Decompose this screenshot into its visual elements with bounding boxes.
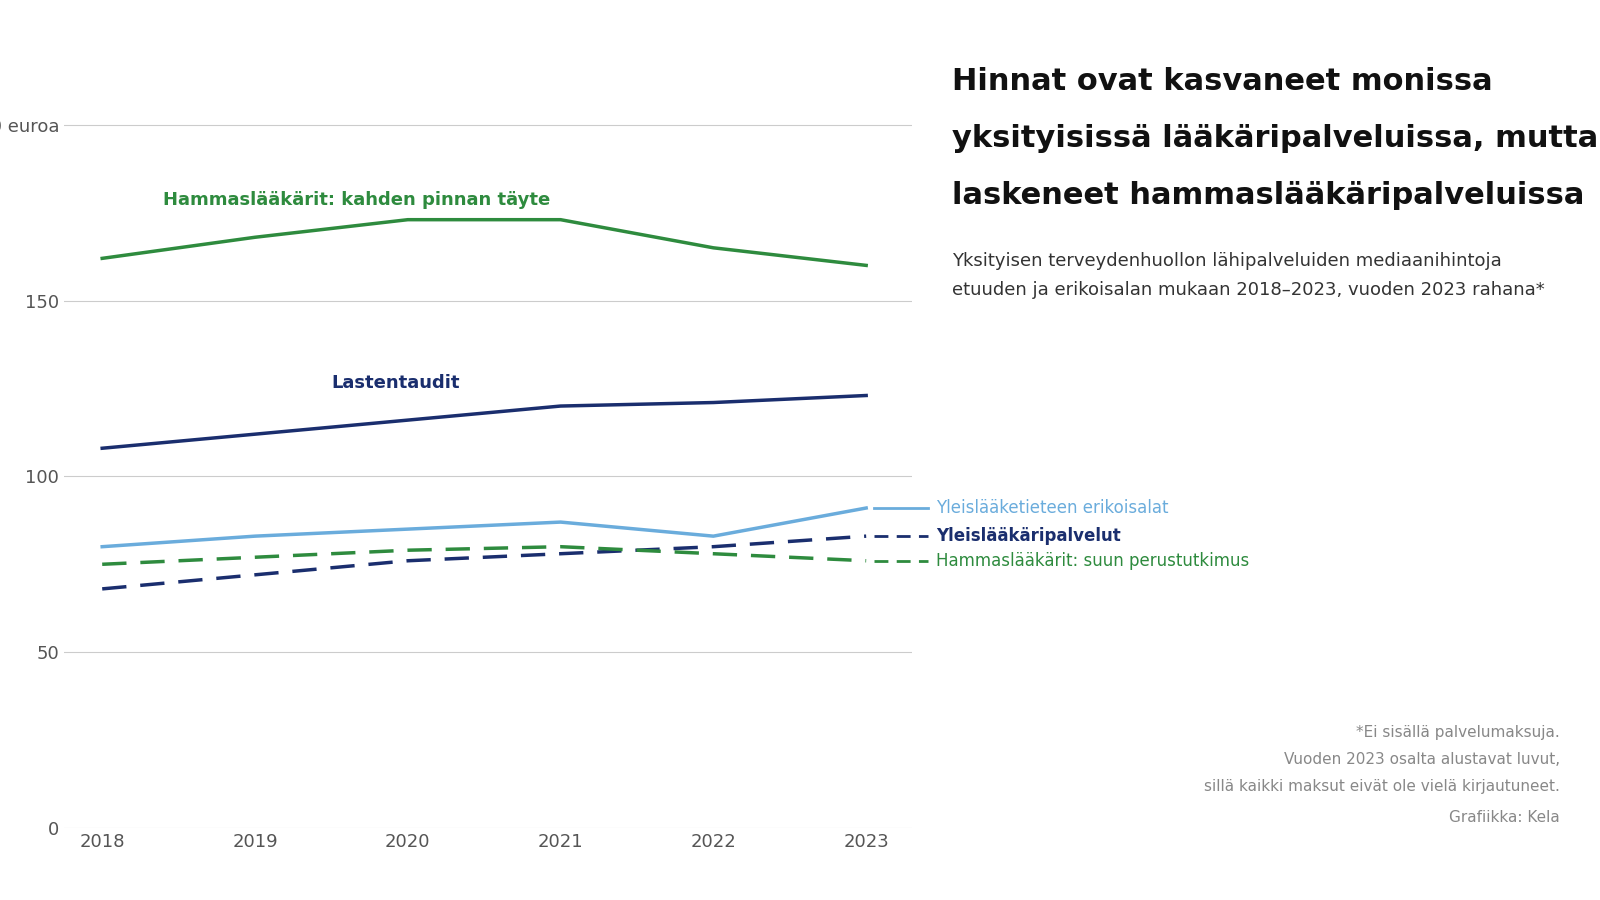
Text: Yksityisen terveydenhuollon lähipalveluiden mediaanihintoja: Yksityisen terveydenhuollon lähipalvelui… bbox=[952, 252, 1502, 270]
Text: Grafiikka: Kela: Grafiikka: Kela bbox=[1450, 810, 1560, 825]
Text: Lastentaudit: Lastentaudit bbox=[331, 374, 459, 392]
Text: Hammaslääkärit: suun perustutkimus: Hammaslääkärit: suun perustutkimus bbox=[936, 552, 1250, 570]
Text: yksityisissä lääkäripalveluissa, mutta: yksityisissä lääkäripalveluissa, mutta bbox=[952, 124, 1598, 153]
Text: Yleislääketieteen erikoisalat: Yleislääketieteen erikoisalat bbox=[936, 499, 1168, 517]
Text: Hammaslääkärit: kahden pinnan täyte: Hammaslääkärit: kahden pinnan täyte bbox=[163, 191, 550, 209]
Text: etuuden ja erikoisalan mukaan 2018–2023, vuoden 2023 rahana*: etuuden ja erikoisalan mukaan 2018–2023,… bbox=[952, 281, 1544, 299]
Text: sillä kaikki maksut eivät ole vielä kirjautuneet.: sillä kaikki maksut eivät ole vielä kirj… bbox=[1205, 778, 1560, 794]
Text: *Ei sisällä palvelumaksuja.: *Ei sisällä palvelumaksuja. bbox=[1357, 724, 1560, 740]
Text: laskeneet hammaslääkäripalveluissa: laskeneet hammaslääkäripalveluissa bbox=[952, 181, 1584, 210]
Text: Hinnat ovat kasvaneet monissa: Hinnat ovat kasvaneet monissa bbox=[952, 68, 1493, 96]
Text: Yleislääkäripalvelut: Yleislääkäripalvelut bbox=[936, 527, 1120, 545]
Text: Vuoden 2023 osalta alustavat luvut,: Vuoden 2023 osalta alustavat luvut, bbox=[1283, 752, 1560, 767]
